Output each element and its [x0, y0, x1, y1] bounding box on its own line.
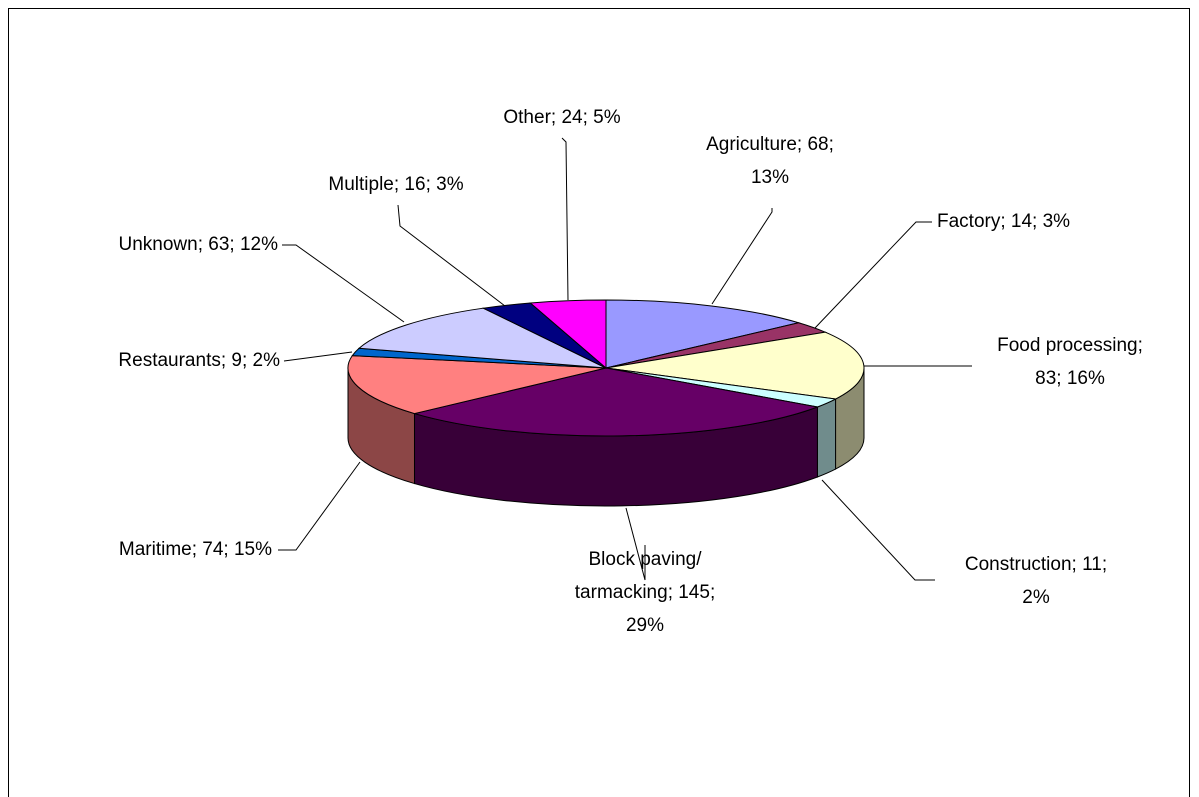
data-label: Food processing; — [997, 335, 1143, 356]
data-label: Restaurants; 9; 2% — [118, 350, 280, 371]
data-label: Block paving/ — [588, 549, 702, 570]
data-label: Other; 24; 5% — [503, 107, 620, 128]
leader-line — [561, 137, 569, 301]
data-label: Construction; 11; — [965, 554, 1107, 575]
data-label: Factory; 14; 3% — [937, 211, 1070, 232]
slice — [605, 299, 801, 369]
data-label: Maritime; 74; 15% — [119, 539, 272, 560]
leader-line — [711, 208, 773, 305]
leader-line — [814, 221, 932, 329]
data-label: tarmacking; 145; — [575, 582, 715, 603]
slice — [412, 367, 820, 437]
data-label: Multiple; 16; 3% — [328, 174, 463, 195]
leader-line — [625, 507, 646, 581]
data-label: Agriculture; 68; — [706, 134, 834, 155]
slice — [347, 355, 607, 415]
data-label: Unknown; 63; 12% — [119, 234, 279, 255]
data-label: 83; 16% — [1035, 368, 1105, 389]
slice — [529, 299, 607, 370]
data-label: 2% — [1022, 587, 1050, 608]
slice — [357, 307, 607, 369]
data-label: 13% — [751, 167, 789, 188]
leader-line — [282, 244, 405, 323]
leader-line — [278, 461, 361, 551]
leader-line — [397, 204, 506, 307]
leader-line — [283, 351, 353, 362]
leader-line — [821, 479, 935, 581]
data-label: 29% — [626, 615, 664, 636]
slice — [605, 331, 865, 400]
